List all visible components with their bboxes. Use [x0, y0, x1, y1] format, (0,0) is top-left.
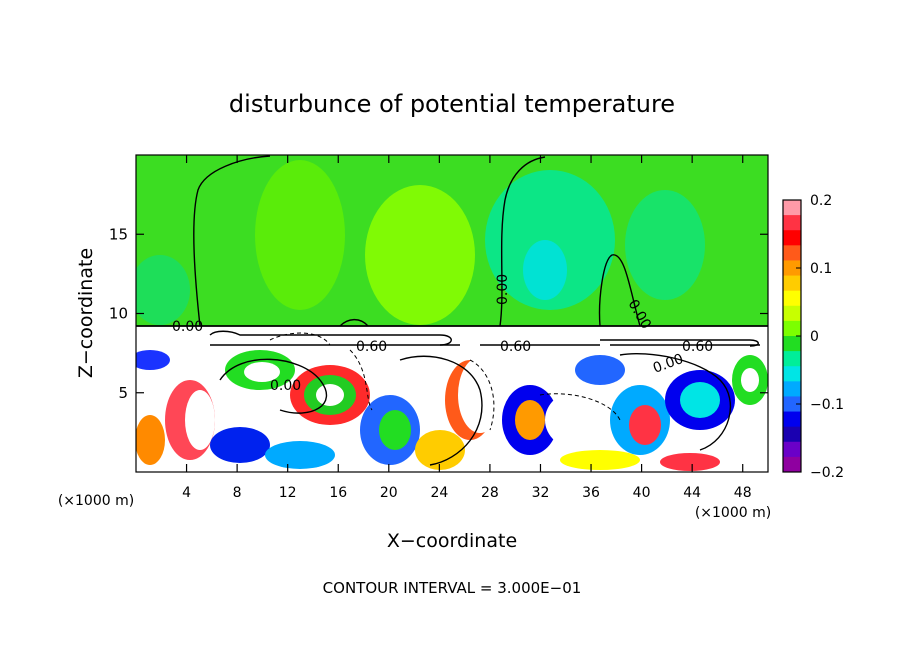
cool-patch: [523, 240, 567, 300]
x-tick-label: 4: [182, 485, 191, 501]
x-tick-label: 48: [734, 485, 752, 501]
colorbar-tick-label: −0.2: [810, 465, 844, 481]
contour-label: 0.00: [270, 378, 301, 394]
colorbar-swatch: [783, 230, 801, 246]
contour-label: 0.00: [172, 319, 203, 335]
colorbar-swatch: [783, 411, 801, 428]
warm-patch: [365, 185, 475, 325]
x-tick-label: 20: [380, 485, 398, 501]
colorbar-swatch: [783, 396, 801, 413]
contour-interval-note: CONTOUR INTERVAL = 3.000E−01: [323, 579, 582, 597]
colorbar-swatch: [783, 215, 801, 231]
colorbar-swatch: [783, 200, 801, 216]
x-unit-right: (×1000 m): [695, 505, 771, 521]
warm-patch: [255, 160, 345, 310]
x-tick-label: 16: [329, 485, 347, 501]
colorbar: 0.2 0.1 0 −0.1 −0.2: [782, 193, 844, 481]
colorbar-swatch: [783, 275, 801, 292]
colorbar-tick-label: 0: [810, 329, 819, 345]
contour-label: 0.00: [495, 274, 511, 305]
x-tick-label: 24: [430, 485, 448, 501]
y-axis-label: Z−coordinate: [75, 248, 97, 378]
chart-title: disturbunce of potential temperature: [229, 90, 675, 118]
plot-field: [136, 155, 768, 472]
colorbar-swatch: [783, 366, 801, 382]
x-tick-label: 12: [279, 485, 297, 501]
cool-patch: [625, 190, 705, 300]
y-tick-label: 15: [109, 225, 128, 243]
x-tick-label: 44: [683, 485, 701, 501]
contour-label: 0.60: [356, 339, 387, 355]
colorbar-swatch: [783, 336, 801, 352]
dashed-contours: [269, 332, 621, 431]
colorbar-tick-label: 0.1: [810, 261, 832, 277]
colorbar-swatch: [783, 441, 801, 458]
contour-label: 0.60: [500, 339, 531, 355]
x-tick-label: 32: [532, 485, 550, 501]
x-tick-label: 28: [481, 485, 499, 501]
y-axis: 5 10 15: [109, 225, 768, 402]
y-tick-label: 10: [109, 305, 128, 323]
contour-label: 0.60: [682, 339, 713, 355]
x-unit-left: (×1000 m): [58, 493, 134, 509]
colorbar-swatch: [783, 290, 801, 307]
x-tick-label: 40: [633, 485, 651, 501]
turbulent-blobs: [136, 350, 768, 471]
colorbar-swatch: [783, 456, 801, 473]
x-axis: 4 8 12 16 20 24 28 32 36 40 44 48: [182, 155, 752, 501]
x-tick-label: 36: [582, 485, 600, 501]
contour-labels: 0.00 0.00 0.00 0.00 0.00 0.60 0.60 0.60: [172, 274, 713, 394]
colorbar-swatch: [783, 260, 801, 277]
colorbar-swatch: [783, 305, 801, 322]
colorbar-swatch: [783, 351, 801, 367]
x-tick-label: 8: [233, 485, 242, 501]
cool-patch: [136, 255, 190, 325]
colorbar-tick-label: 0.2: [810, 193, 832, 209]
colorbar-swatch: [783, 426, 801, 443]
colorbar-swatch: [783, 381, 801, 397]
colorbar-tick-label: −0.1: [810, 397, 844, 413]
y-tick-label: 5: [118, 384, 128, 402]
colorbar-swatch: [783, 320, 801, 337]
inversion-layer: [136, 326, 768, 346]
contour-lines: [136, 155, 768, 466]
colorbar-swatch: [783, 245, 801, 261]
x-axis-label: X−coordinate: [387, 530, 517, 552]
cool-patch: [485, 170, 615, 310]
